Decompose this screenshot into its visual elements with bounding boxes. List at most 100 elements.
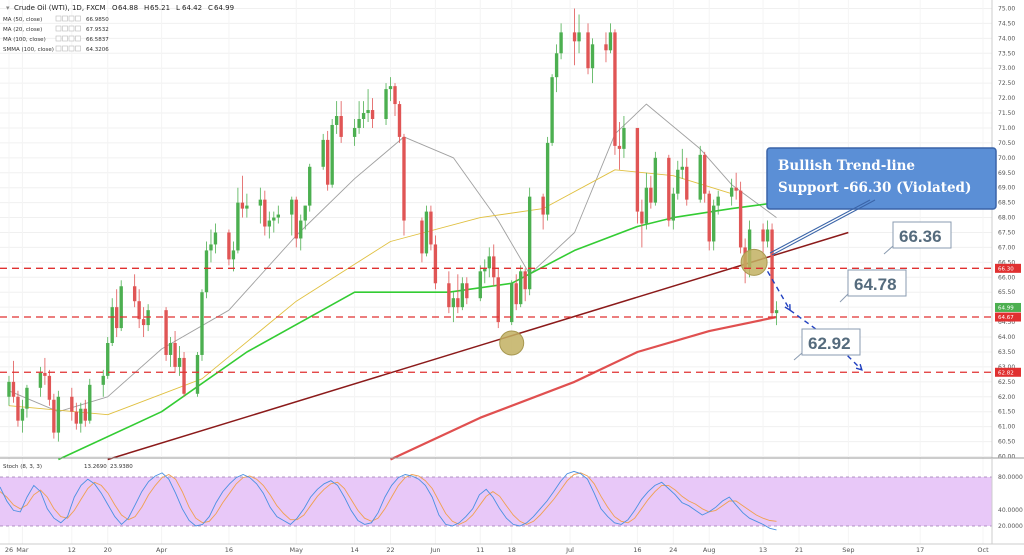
level-label-62[interactable]: 62.92: [793, 328, 861, 361]
indicator-control-icon[interactable]: [55, 15, 62, 22]
candle[interactable]: [384, 83, 388, 125]
candle[interactable]: [361, 101, 366, 128]
candle[interactable]: [357, 101, 361, 134]
candle[interactable]: [496, 268, 500, 329]
candle[interactable]: [173, 331, 177, 373]
candle[interactable]: [734, 172, 738, 200]
trendline-callout[interactable]: Bullish Trend-line Support -66.30 (Viola…: [766, 147, 997, 256]
collapse-arrow-icon[interactable]: ▾: [6, 4, 10, 12]
candle[interactable]: [106, 337, 110, 379]
candle[interactable]: [141, 307, 146, 338]
candle[interactable]: [110, 298, 114, 346]
symbol-title[interactable]: Crude Oil (WTI), 1D, FXCM: [14, 4, 106, 12]
candle[interactable]: [227, 229, 231, 266]
candle[interactable]: [424, 205, 429, 257]
candle[interactable]: [88, 378, 92, 424]
candle[interactable]: [325, 130, 330, 191]
indicator-control-icon[interactable]: [68, 35, 75, 42]
indicator-control-icon[interactable]: [55, 45, 62, 52]
indicator-name[interactable]: SMMA (100, close): [3, 47, 54, 53]
candle[interactable]: [52, 393, 56, 439]
candle[interactable]: [554, 44, 559, 93]
candle[interactable]: [182, 351, 186, 397]
candle[interactable]: [483, 259, 487, 284]
candle[interactable]: [402, 133, 406, 236]
candle[interactable]: [492, 244, 496, 287]
candle[interactable]: [213, 223, 218, 254]
candle[interactable]: [774, 301, 779, 326]
candle[interactable]: [209, 229, 213, 263]
candle[interactable]: [204, 241, 209, 299]
candle[interactable]: [465, 277, 469, 305]
candle[interactable]: [519, 265, 523, 308]
candle[interactable]: [698, 145, 702, 203]
candle[interactable]: [276, 205, 280, 224]
candle[interactable]: [644, 172, 649, 230]
candle[interactable]: [272, 211, 276, 233]
candle[interactable]: [590, 38, 595, 84]
candle[interactable]: [685, 157, 689, 206]
candle[interactable]: [137, 289, 141, 329]
candle[interactable]: [83, 399, 87, 427]
candle[interactable]: [671, 187, 675, 230]
indicator-control-icon[interactable]: [75, 15, 81, 22]
candle[interactable]: [303, 205, 307, 230]
candle[interactable]: [613, 29, 617, 155]
candle[interactable]: [74, 402, 78, 430]
candle[interactable]: [168, 337, 173, 367]
candle[interactable]: [258, 187, 263, 224]
candle[interactable]: [653, 151, 658, 206]
candle[interactable]: [334, 101, 339, 134]
indicator-name[interactable]: MA (100, close): [3, 37, 46, 43]
candle[interactable]: [388, 77, 393, 102]
candle[interactable]: [16, 390, 20, 427]
candle[interactable]: [707, 190, 711, 251]
candle[interactable]: [352, 118, 357, 146]
indicator-control-icon[interactable]: [75, 35, 81, 42]
candle[interactable]: [716, 190, 720, 215]
candle[interactable]: [132, 274, 137, 308]
candle[interactable]: [545, 136, 550, 221]
candle[interactable]: [119, 280, 123, 332]
candle[interactable]: [177, 345, 182, 376]
candle[interactable]: [635, 127, 640, 224]
candle[interactable]: [393, 83, 397, 117]
candle[interactable]: [572, 8, 577, 66]
candle[interactable]: [11, 360, 16, 403]
candle[interactable]: [47, 369, 52, 406]
candle[interactable]: [703, 151, 707, 203]
candle[interactable]: [738, 181, 743, 254]
candle[interactable]: [299, 214, 303, 251]
candle[interactable]: [514, 274, 518, 311]
candle[interactable]: [487, 247, 491, 278]
indicator-control-icon[interactable]: [62, 35, 68, 42]
candle[interactable]: [366, 89, 370, 122]
candle[interactable]: [523, 268, 527, 302]
candle[interactable]: [79, 402, 83, 433]
candle[interactable]: [460, 277, 465, 311]
candle[interactable]: [370, 98, 375, 128]
candle[interactable]: [429, 205, 433, 251]
time-axis[interactable]: 26 Mar 12 20 Apr 16 May 14 22 Jun 11 18 Jul 16 24 Aug 13…: [0, 543, 1024, 554]
candle[interactable]: [397, 101, 402, 143]
indicator-control-icon[interactable]: [68, 15, 75, 22]
indicator-control-icon[interactable]: [55, 35, 62, 42]
candle[interactable]: [195, 351, 200, 397]
candle[interactable]: [712, 199, 716, 251]
indicator-control-icon[interactable]: [68, 25, 75, 32]
candle[interactable]: [770, 223, 774, 320]
candle[interactable]: [586, 23, 590, 75]
candle[interactable]: [420, 217, 424, 263]
candle[interactable]: [550, 74, 554, 146]
level-label-64[interactable]: 64.78: [839, 269, 907, 303]
stoch-label[interactable]: Stoch (8, 3, 3): [3, 464, 42, 470]
candle[interactable]: [456, 274, 460, 314]
indicator-name[interactable]: MA (20, close): [3, 27, 42, 33]
candle[interactable]: [200, 289, 204, 361]
candle[interactable]: [729, 178, 734, 206]
candle[interactable]: [478, 265, 482, 302]
candle[interactable]: [330, 118, 334, 188]
candle[interactable]: [101, 369, 105, 397]
level-label-66[interactable]: 66.36: [883, 221, 952, 255]
indicator-name[interactable]: MA (50, close): [3, 17, 42, 23]
